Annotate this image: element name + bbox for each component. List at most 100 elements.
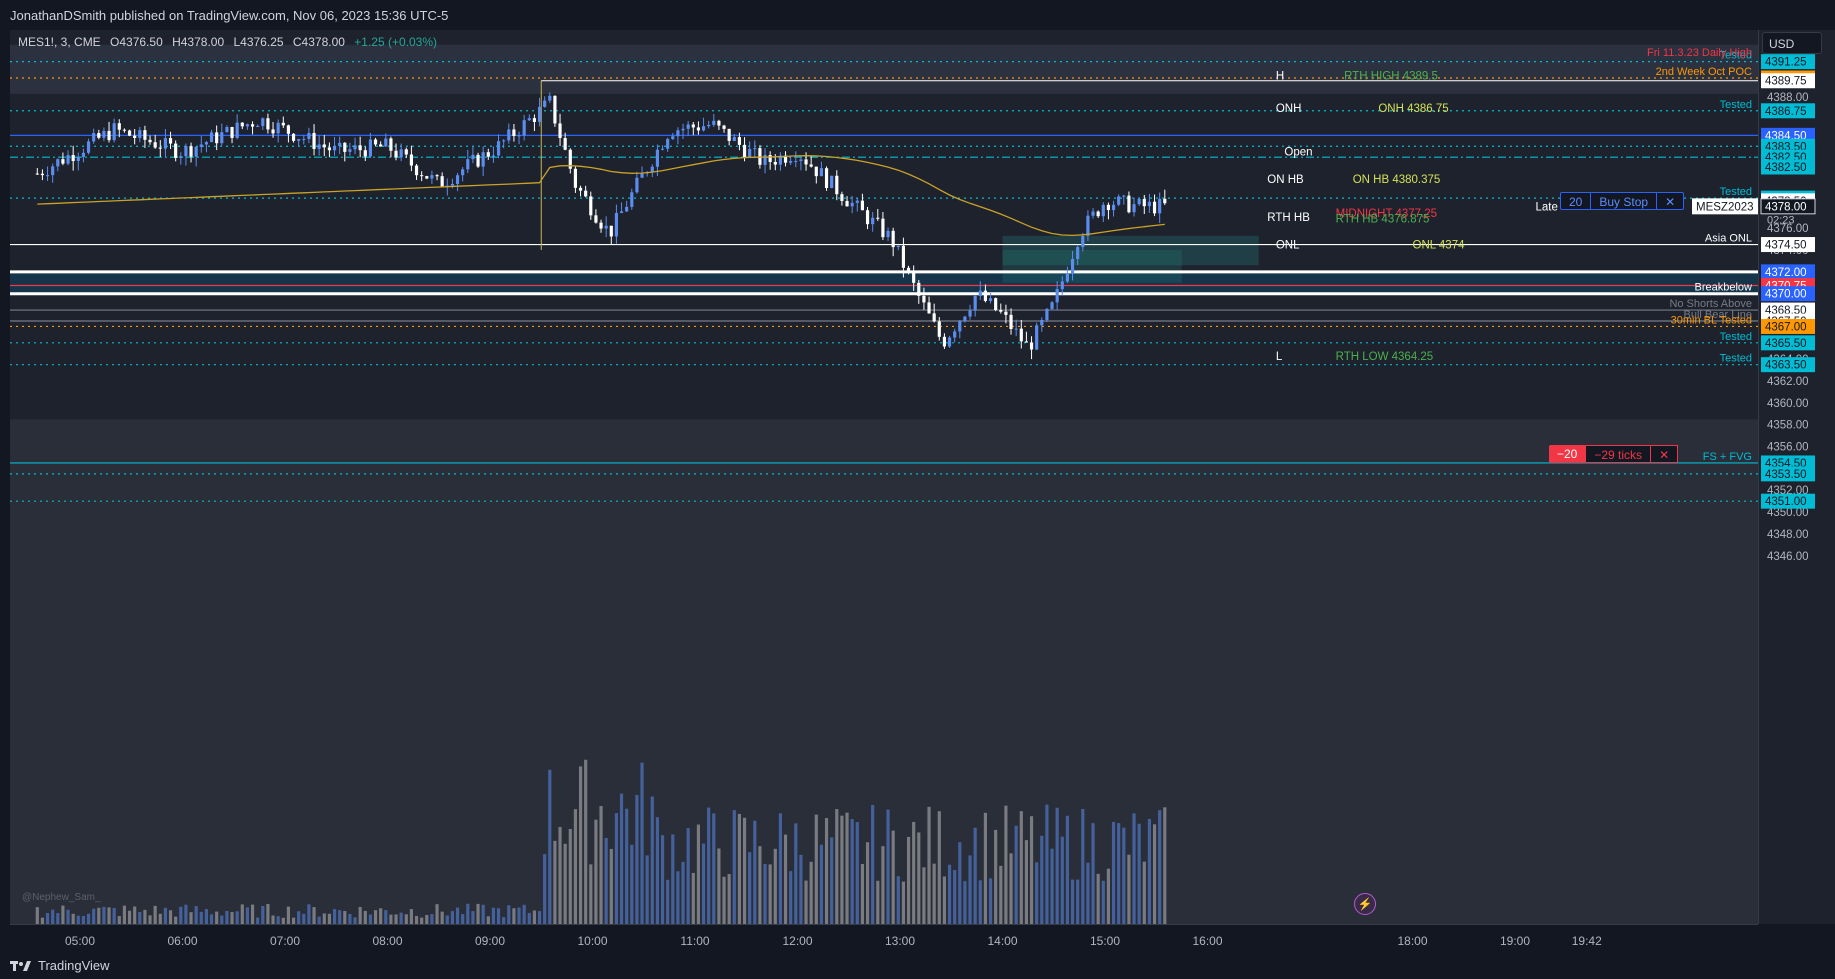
candle-body-82 bbox=[455, 175, 460, 184]
candle-body-43 bbox=[256, 126, 260, 128]
price-tag-bg-11 bbox=[1761, 237, 1815, 253]
volume-bar-188 bbox=[999, 865, 1003, 924]
annotation-7: MIDNIGHT 4377.25 bbox=[1336, 208, 1437, 220]
volume-bar-163 bbox=[871, 804, 875, 924]
volume-bar-18 bbox=[127, 910, 132, 924]
volume-bar-67 bbox=[379, 908, 383, 924]
chart-pane[interactable]: Tested Fri 11.3.23 Daily High 2nd Week Oct… bbox=[10, 30, 1758, 924]
candle-body-48 bbox=[281, 122, 285, 126]
volume-bar-115 bbox=[625, 808, 629, 924]
candle-body-151 bbox=[809, 164, 813, 167]
annotation-3: ONH 4386.75 bbox=[1378, 103, 1448, 115]
volume-bar-195 bbox=[1035, 862, 1039, 924]
candle-body-14 bbox=[107, 130, 111, 141]
stop-loss-qty[interactable]: −20 bbox=[1557, 447, 1578, 461]
candle-body-165 bbox=[881, 218, 885, 238]
volume-bar-85 bbox=[471, 911, 475, 924]
time-tick-3: 08:00 bbox=[372, 934, 402, 948]
candle-body-87 bbox=[481, 152, 485, 167]
volume-bar-148 bbox=[794, 823, 798, 924]
volume-bar-174 bbox=[927, 806, 931, 924]
candle-body-11 bbox=[92, 133, 96, 142]
annotation-12: L bbox=[1276, 351, 1283, 363]
candle-body-52 bbox=[302, 138, 306, 140]
volume-bar-61 bbox=[348, 913, 352, 924]
candle-body-157 bbox=[840, 194, 844, 201]
volume-bar-124 bbox=[671, 834, 675, 924]
volume-bar-30 bbox=[189, 912, 193, 924]
candle-body-162 bbox=[865, 210, 870, 225]
volume-bar-38 bbox=[230, 912, 234, 924]
candle-body-202 bbox=[1070, 258, 1075, 274]
candle-body-42 bbox=[250, 124, 255, 127]
volume-bar-81 bbox=[450, 911, 455, 924]
price-tag-bg-2 bbox=[1761, 73, 1815, 89]
candle-body-117 bbox=[635, 177, 639, 193]
buy-stop-close-icon[interactable]: ✕ bbox=[1665, 195, 1676, 209]
stop-loss-close-icon[interactable]: ✕ bbox=[1651, 445, 1679, 463]
legend-close: C4378.00 bbox=[292, 35, 345, 49]
candle-body-134 bbox=[722, 125, 726, 129]
price-tag-bg-19 bbox=[1761, 357, 1815, 373]
volume-bar-86 bbox=[476, 903, 480, 924]
price-tag-0: 4391.25 bbox=[1765, 57, 1807, 69]
tradingview-brand[interactable]: TradingView bbox=[10, 958, 110, 973]
price-axis-scale[interactable]: 4388.004382.004376.004374.004364.004362.… bbox=[1759, 30, 1835, 924]
candle-body-184 bbox=[978, 290, 982, 296]
time-axis-scale[interactable]: 05:00 06:00 07:00 08:00 09:00 10:00 11:00 12:00… bbox=[10, 925, 1758, 955]
volume-bar-210 bbox=[1111, 821, 1116, 924]
candle-body-10 bbox=[86, 141, 91, 153]
price-axis[interactable]: 4388.004382.004376.004374.004364.004362.… bbox=[1758, 30, 1835, 924]
volume-bar-129 bbox=[696, 824, 701, 924]
volume-bar-143 bbox=[768, 864, 772, 924]
buy-stop-order[interactable]: 20 Buy Stop ✕ bbox=[1560, 192, 1685, 210]
candle-body-161 bbox=[860, 200, 865, 211]
level-label-1: Fri 11.3.23 Daily High bbox=[1647, 47, 1752, 59]
candle-body-8 bbox=[76, 156, 80, 162]
legend-low: L4376.25 bbox=[233, 35, 284, 49]
lightning-icon[interactable]: ⚡ bbox=[1354, 893, 1376, 915]
volume-bar-4 bbox=[56, 913, 60, 924]
volume-bar-91 bbox=[502, 917, 506, 924]
volume-bar-193 bbox=[1024, 840, 1029, 924]
candle-body-89 bbox=[491, 155, 496, 157]
volume-bar-78 bbox=[435, 904, 439, 924]
volume-bar-87 bbox=[481, 904, 485, 924]
candle-body-175 bbox=[932, 313, 936, 322]
volume-bar-64 bbox=[363, 910, 367, 924]
volume-bar-138 bbox=[742, 817, 747, 924]
volume-bar-88 bbox=[486, 916, 490, 924]
volume-bar-123 bbox=[666, 879, 670, 924]
buy-stop-label[interactable]: Buy Stop bbox=[1591, 193, 1658, 209]
candle-body-206 bbox=[1091, 211, 1095, 216]
volume-bar-76 bbox=[425, 914, 429, 924]
volume-bar-104 bbox=[568, 828, 572, 924]
stop-loss-order[interactable]: −20 −29 ticks ✕ bbox=[1549, 445, 1679, 463]
symbol-legend[interactable]: MES1!, 3, CME O4376.50 H4378.00 L4376.25… bbox=[18, 35, 437, 49]
candle-body-62 bbox=[353, 145, 357, 150]
candle-body-19 bbox=[133, 135, 137, 138]
candle-body-76 bbox=[425, 176, 429, 179]
candle-body-103 bbox=[563, 138, 567, 150]
volume-bar-14 bbox=[107, 907, 111, 924]
candle-body-204 bbox=[1081, 235, 1085, 248]
volume-bar-55 bbox=[317, 916, 321, 924]
candle-body-143 bbox=[768, 155, 772, 162]
volume-bar-145 bbox=[778, 813, 783, 924]
candle-body-207 bbox=[1096, 211, 1100, 217]
candle-body-125 bbox=[676, 130, 680, 137]
contract-tag-bg bbox=[1692, 198, 1758, 215]
time-axis[interactable]: 05:00 06:00 07:00 08:00 09:00 10:00 11:00 12:00… bbox=[10, 924, 1758, 955]
level-label-16: Tested bbox=[1720, 353, 1752, 365]
currency-selector[interactable]: USD bbox=[1762, 32, 1822, 54]
volume-bar-118 bbox=[640, 762, 644, 924]
volume-bar-144 bbox=[773, 848, 777, 924]
buy-stop-qty[interactable]: 20 bbox=[1561, 193, 1592, 209]
candle-body-142 bbox=[763, 155, 767, 165]
stop-loss-ticks[interactable]: −29 ticks bbox=[1585, 445, 1652, 463]
candle-body-38 bbox=[230, 127, 234, 138]
volume-bar-204 bbox=[1081, 808, 1085, 924]
candle-body-158 bbox=[845, 200, 849, 207]
volume-bar-35 bbox=[215, 911, 219, 924]
